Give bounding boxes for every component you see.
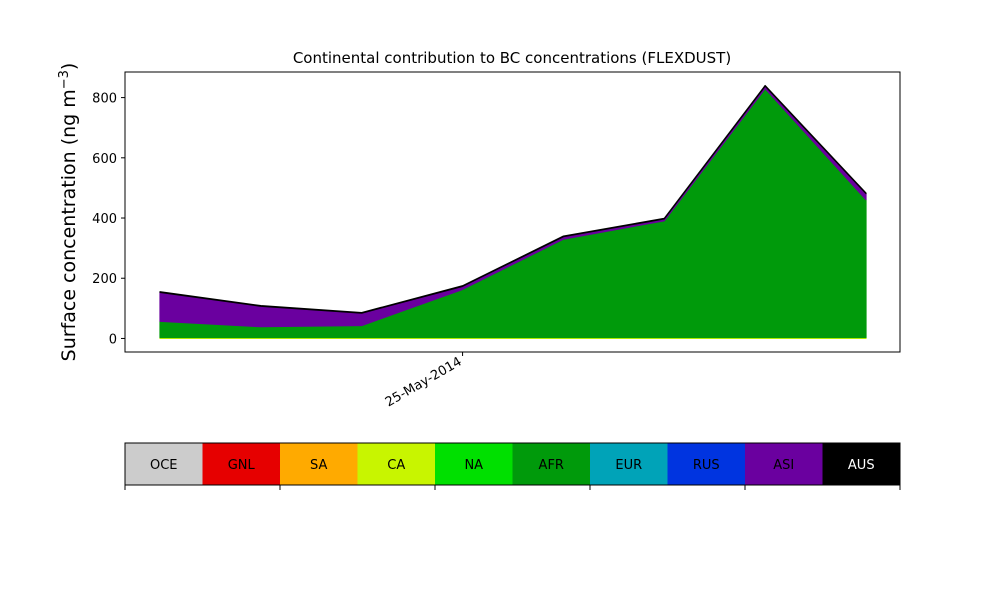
plot-frame [124,71,901,353]
y-tick-label: 800 [92,92,117,107]
legend-swatch-oce [125,443,203,485]
legend-swatch-ca [357,443,436,485]
area-aus [159,84,867,314]
legend-label-aus: AUS [848,458,875,473]
area-afr [159,87,867,339]
legend-label-rus: RUS [693,458,720,473]
y-tick-label: 0 [109,332,117,347]
y-axis-label-close: ) [58,63,80,70]
y-tick-label: 400 [92,212,117,227]
legend-swatch-sa [280,443,358,485]
legend-swatch-gnl [202,443,281,485]
y-axis-label: Surface concentration (ng m−3) [57,63,80,362]
legend: OCE GNL SA CA NA AFR EUR RUS ASI AUS [124,442,901,490]
chart-title: Continental contribution to BC concentra… [293,49,731,67]
legend-swatch-asi [745,443,823,485]
y-tick-label: 200 [92,272,117,287]
legend-label-eur: EUR [615,458,642,473]
x-axis: 25-May-2014 [383,352,465,410]
legend-label-ca: CA [387,458,405,473]
x-tick-label: 25-May-2014 [383,354,465,410]
legend-frame [124,442,901,486]
legend-swatch-aus [822,443,901,485]
y-tick-label: 600 [92,152,117,167]
legend-swatch-eur [590,443,668,485]
legend-swatch-na [435,443,513,485]
legend-swatch-rus [667,443,746,485]
area-layers [159,84,867,340]
legend-swatch-afr [512,443,591,485]
legend-label-na: NA [464,458,483,473]
y-axis: 0 200 400 600 800 [92,92,125,347]
legend-label-sa: SA [310,458,327,473]
y-axis-label-main: Surface concentration (ng m [58,89,80,361]
legend-label-oce: OCE [150,458,178,473]
legend-label-gnl: GNL [228,458,256,473]
legend-label-afr: AFR [539,458,564,473]
legend-label-asi: ASI [773,458,794,473]
y-axis-label-sup: −3 [57,70,72,89]
